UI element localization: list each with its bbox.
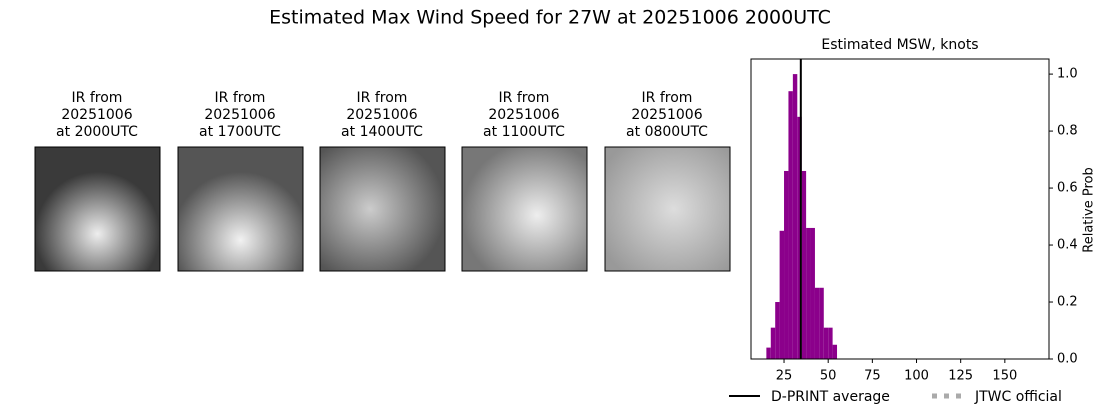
panel-label: IR from xyxy=(72,90,123,106)
y-tick-label: 0.6 xyxy=(1057,181,1078,196)
hist-bar xyxy=(801,170,807,359)
hist-bar xyxy=(832,344,838,359)
hist-bar xyxy=(797,116,802,360)
panel-label: IR from xyxy=(215,90,266,106)
panel-label: 20251006 xyxy=(61,107,132,123)
ir-image xyxy=(319,146,446,272)
ir-image xyxy=(177,146,304,272)
hist-bar xyxy=(814,287,820,359)
subplot-title: Estimated MSW, knots xyxy=(821,37,978,53)
legend: D-PRINT average JTWC official xyxy=(729,389,1062,405)
y-axis-label: Relative Prob xyxy=(1082,167,1097,252)
panel-label: at 2000UTC xyxy=(56,124,138,140)
y-tick-label: 0.4 xyxy=(1057,238,1078,253)
x-tick-label: 125 xyxy=(948,369,973,384)
x-tick-label: 150 xyxy=(992,369,1017,384)
plot-area: 25 50 75 100 125 150 0.0 0.2 0.4 0.6 0.8 1.0 xyxy=(750,58,1078,384)
hist-bar xyxy=(788,91,793,360)
panel-label: at 1400UTC xyxy=(341,124,423,140)
panel-label: IR from xyxy=(357,90,408,106)
y-tick-label: 1.0 xyxy=(1057,67,1078,82)
x-tick-label: 75 xyxy=(864,369,881,384)
plot-frame xyxy=(750,58,1050,360)
hist-bar xyxy=(806,227,811,359)
panel-label: 20251006 xyxy=(204,107,275,123)
x-tick-label: 50 xyxy=(820,369,837,384)
x-tick-label: 25 xyxy=(776,369,793,384)
y-tick-label: 0.8 xyxy=(1057,124,1078,139)
panel-label: IR from xyxy=(642,90,693,106)
ir-image xyxy=(461,146,588,272)
ir-image xyxy=(34,146,161,272)
hist-bar xyxy=(766,347,771,359)
hist-bar xyxy=(819,287,824,359)
hist-bar xyxy=(828,327,833,359)
x-tick-label: 100 xyxy=(904,369,929,384)
hist-bar xyxy=(779,230,785,359)
hist-bar xyxy=(784,170,789,359)
panel-label: at 1100UTC xyxy=(483,124,565,140)
hist-bar xyxy=(810,227,815,359)
hist-bar xyxy=(770,327,776,359)
panel-label: at 0800UTC xyxy=(626,124,708,140)
legend-label: D-PRINT average xyxy=(771,389,890,405)
y-tick-label: 0.2 xyxy=(1057,295,1078,310)
legend-label: JTWC official xyxy=(974,389,1062,405)
hist-bar xyxy=(775,302,780,359)
panel-label: 20251006 xyxy=(631,107,702,123)
ir-image xyxy=(604,146,731,272)
panel-label: IR from xyxy=(499,90,550,106)
panel-label: at 1700UTC xyxy=(199,124,281,140)
hist-bar xyxy=(792,74,798,359)
panel-label: 20251006 xyxy=(346,107,417,123)
y-tick-label: 0.0 xyxy=(1057,352,1078,367)
panel-label: 20251006 xyxy=(488,107,559,123)
hist-bar xyxy=(823,327,829,359)
figure-title: Estimated Max Wind Speed for 27W at 2025… xyxy=(269,7,831,29)
